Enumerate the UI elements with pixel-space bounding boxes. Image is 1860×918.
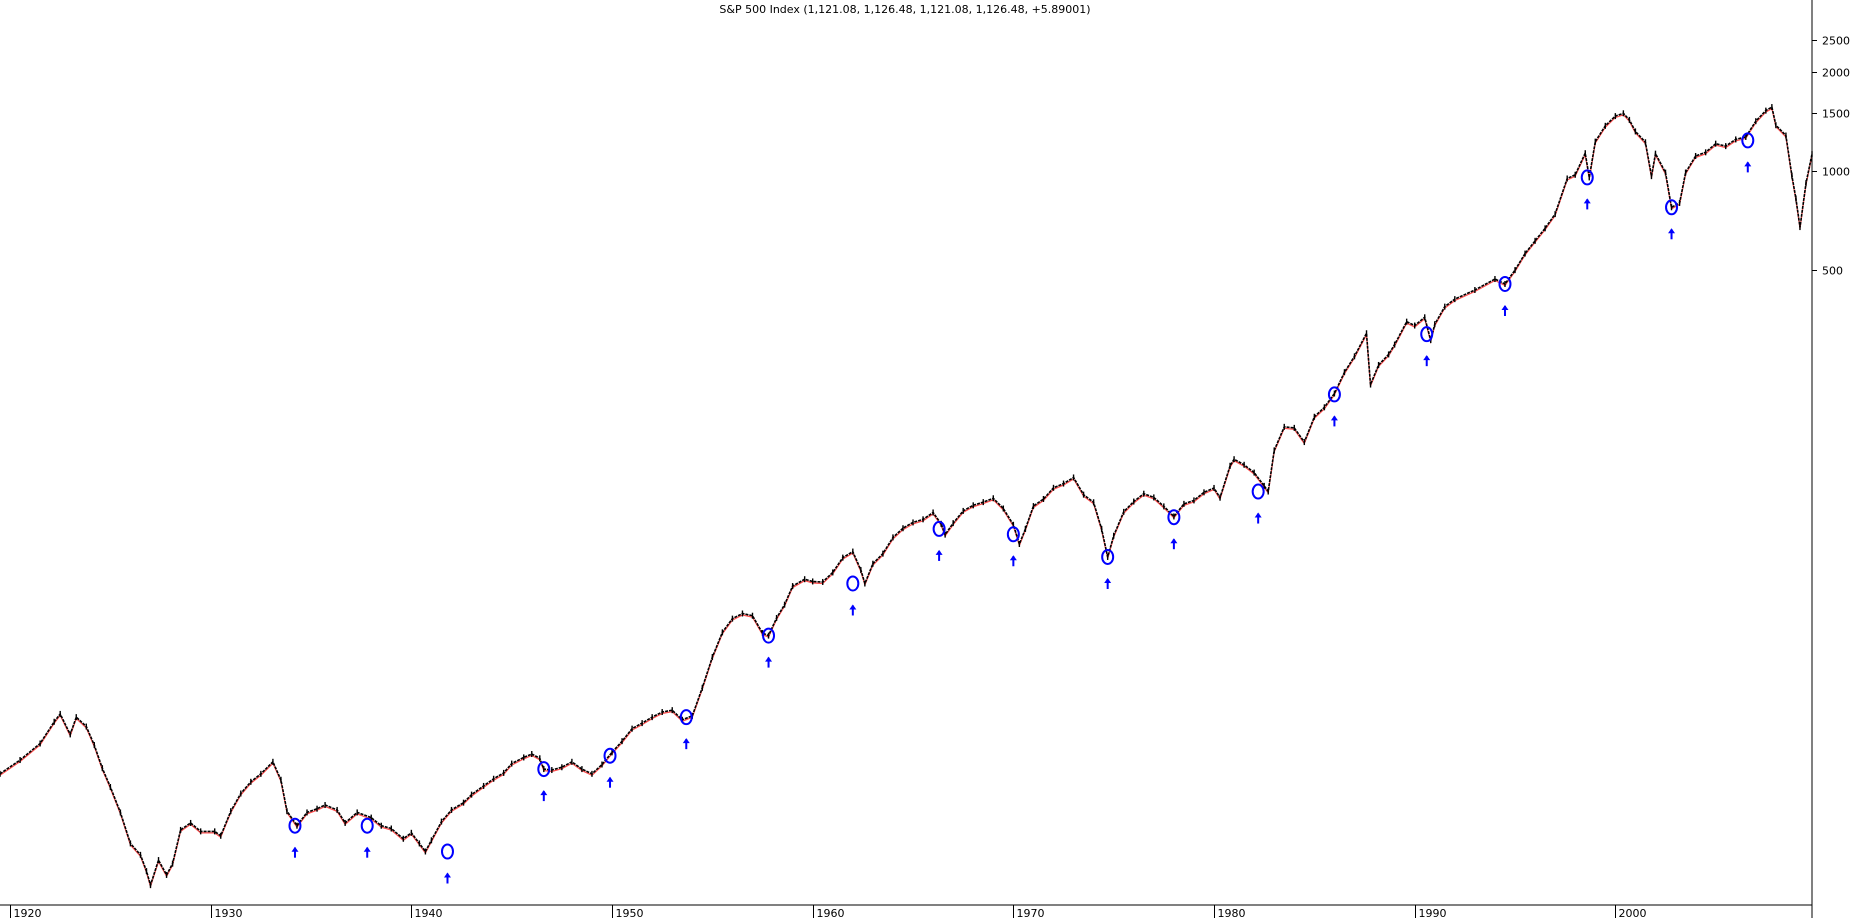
x-tick-label: 2000 <box>1619 907 1647 918</box>
up-arrow-icon <box>1330 415 1338 421</box>
annotation-circle <box>1101 548 1115 565</box>
up-arrow-icon <box>1009 555 1017 561</box>
annotation-circle <box>1741 132 1755 149</box>
up-arrow-icon <box>363 846 371 852</box>
annotation-circle <box>537 761 551 778</box>
x-tick-label: 1970 <box>1017 907 1045 918</box>
annotation-circle <box>1580 169 1594 186</box>
annotation-circle <box>1498 275 1512 292</box>
up-arrow-icon <box>1583 198 1591 204</box>
annotation-circle <box>360 817 374 834</box>
annotation-circle <box>1327 386 1341 403</box>
y-tick-label: 2000 <box>1822 67 1850 80</box>
annotation-circle <box>1420 326 1434 343</box>
up-arrow-icon <box>935 549 943 555</box>
annotation-circle <box>1006 526 1020 543</box>
x-tick-label: 1930 <box>215 907 243 918</box>
x-tick-label: 1990 <box>1419 907 1447 918</box>
annotation-circle <box>762 627 776 644</box>
up-arrow-icon <box>540 790 548 796</box>
up-arrow-icon <box>1104 577 1112 583</box>
y-tick-label: 1500 <box>1822 108 1850 121</box>
annotation-circle <box>288 817 302 834</box>
x-tick-label: 1960 <box>817 907 845 918</box>
annotation-circle <box>440 843 454 860</box>
up-arrow-icon <box>1170 538 1178 544</box>
up-arrow-icon <box>291 846 299 852</box>
series-shadow-line <box>0 107 1813 889</box>
up-arrow-icon <box>765 656 773 662</box>
y-tick-label: 2500 <box>1822 35 1850 48</box>
up-arrow-icon <box>682 738 690 744</box>
x-tick-label: 1980 <box>1218 907 1246 918</box>
up-arrow-icon <box>1501 304 1509 310</box>
up-arrow-icon <box>606 776 614 782</box>
series-line <box>0 105 1813 888</box>
up-arrow-icon <box>849 604 857 610</box>
annotation-circle <box>1251 483 1265 500</box>
annotation-circle <box>603 747 617 764</box>
up-arrow-icon <box>1744 161 1752 167</box>
plot-area <box>0 104 1813 889</box>
annotation-circle <box>846 575 860 592</box>
up-arrow-icon <box>443 872 451 878</box>
annotation-circle <box>1665 199 1679 216</box>
x-tick-label: 1950 <box>616 907 644 918</box>
x-tick-label: 1940 <box>415 907 443 918</box>
up-arrow-icon <box>1254 512 1262 518</box>
annotation-circle <box>932 520 946 537</box>
up-arrow-icon <box>1668 228 1676 234</box>
up-arrow-icon <box>1423 355 1431 361</box>
y-tick-label: 1000 <box>1822 166 1850 179</box>
annotation-circle <box>1167 509 1181 526</box>
x-tick-label: 1920 <box>14 907 42 918</box>
chart-title: S&P 500 Index (1,121.08, 1,126.48, 1,121… <box>719 3 1091 16</box>
annotation-circle <box>679 709 693 726</box>
y-tick-label: 500 <box>1822 265 1843 278</box>
